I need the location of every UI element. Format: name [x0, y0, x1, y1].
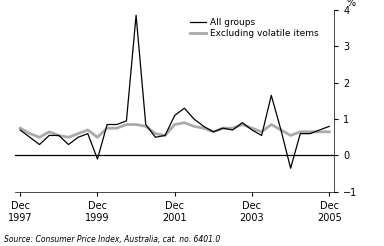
- Excluding volatile items: [288, 134, 293, 137]
- All groups: [114, 123, 119, 126]
- Excluding volatile items: [250, 127, 254, 130]
- Excluding volatile items: [76, 132, 80, 135]
- Excluding volatile items: [279, 128, 283, 131]
- Excluding volatile items: [28, 132, 32, 135]
- Excluding volatile items: [259, 130, 264, 133]
- All groups: [86, 132, 90, 135]
- Excluding volatile items: [269, 123, 274, 126]
- All groups: [298, 132, 303, 135]
- All groups: [182, 107, 187, 110]
- Excluding volatile items: [211, 130, 216, 133]
- Excluding volatile items: [317, 130, 322, 133]
- Excluding volatile items: [327, 130, 331, 133]
- All groups: [28, 136, 32, 139]
- All groups: [37, 143, 42, 146]
- All groups: [308, 132, 312, 135]
- All groups: [317, 128, 322, 131]
- All groups: [269, 94, 274, 97]
- All groups: [47, 134, 51, 137]
- All groups: [201, 125, 206, 128]
- All groups: [66, 143, 71, 146]
- Excluding volatile items: [134, 123, 138, 126]
- Excluding volatile items: [86, 128, 90, 131]
- All groups: [153, 136, 158, 139]
- All groups: [211, 130, 216, 133]
- Excluding volatile items: [240, 123, 245, 126]
- Text: Source: Consumer Price Index, Australia, cat. no. 6401.0: Source: Consumer Price Index, Australia,…: [4, 234, 220, 244]
- Excluding volatile items: [95, 136, 100, 139]
- Excluding volatile items: [124, 123, 129, 126]
- Excluding volatile items: [66, 136, 71, 139]
- All groups: [279, 128, 283, 131]
- All groups: [240, 121, 245, 124]
- Line: Excluding volatile items: Excluding volatile items: [20, 123, 329, 137]
- All groups: [56, 134, 61, 137]
- All groups: [163, 134, 167, 137]
- Excluding volatile items: [163, 134, 167, 137]
- Excluding volatile items: [298, 130, 303, 133]
- All groups: [18, 128, 23, 131]
- All groups: [95, 158, 100, 161]
- All groups: [76, 136, 80, 139]
- Excluding volatile items: [105, 127, 109, 130]
- Excluding volatile items: [192, 125, 196, 128]
- Legend: All groups, Excluding volatile items: All groups, Excluding volatile items: [188, 16, 320, 40]
- All groups: [221, 127, 225, 130]
- All groups: [105, 123, 109, 126]
- Excluding volatile items: [47, 130, 51, 133]
- Excluding volatile items: [230, 127, 235, 130]
- Line: All groups: All groups: [20, 15, 329, 168]
- Excluding volatile items: [221, 127, 225, 130]
- Excluding volatile items: [172, 123, 177, 126]
- All groups: [327, 125, 331, 128]
- All groups: [192, 118, 196, 121]
- Excluding volatile items: [201, 127, 206, 130]
- All groups: [250, 128, 254, 131]
- Excluding volatile items: [308, 130, 312, 133]
- Text: %: %: [347, 0, 356, 8]
- All groups: [172, 114, 177, 117]
- Excluding volatile items: [182, 121, 187, 124]
- Excluding volatile items: [153, 132, 158, 135]
- Excluding volatile items: [144, 125, 148, 128]
- Excluding volatile items: [56, 134, 61, 137]
- All groups: [288, 167, 293, 170]
- All groups: [144, 123, 148, 126]
- All groups: [124, 119, 129, 122]
- All groups: [259, 134, 264, 137]
- Excluding volatile items: [114, 127, 119, 130]
- All groups: [134, 14, 138, 17]
- All groups: [230, 128, 235, 131]
- Excluding volatile items: [37, 136, 42, 139]
- Excluding volatile items: [18, 127, 23, 130]
